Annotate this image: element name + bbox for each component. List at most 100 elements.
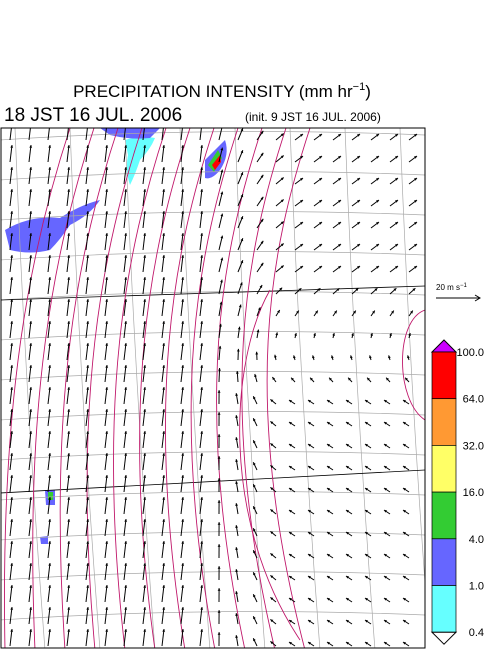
colorbar-segment	[432, 352, 456, 399]
latitude-line	[0, 470, 425, 493]
wind-arrow	[235, 415, 238, 426]
wind-arrow	[409, 266, 417, 272]
wind-arrow	[289, 466, 295, 470]
wind-arrow	[346, 400, 352, 404]
wind-arrow	[105, 519, 108, 536]
wind-arrow-head	[255, 352, 258, 355]
wind-scale-label: 20 m s−1	[436, 283, 468, 292]
wind-arrow	[314, 222, 322, 228]
wind-arrow	[162, 563, 165, 580]
wind-arrow	[29, 343, 32, 360]
wind-arrow	[162, 277, 165, 294]
wind-arrow	[200, 145, 203, 162]
wind-arrow	[67, 541, 70, 558]
wind-arrow	[365, 532, 371, 536]
wind-arrow	[371, 266, 379, 272]
wind-arrow	[333, 311, 337, 316]
wind-arrow	[289, 642, 295, 646]
colorbar: 100.064.032.016.04.01.00.4	[432, 340, 484, 644]
wind-arrow	[253, 440, 257, 448]
wind-arrow	[200, 299, 203, 316]
wind-arrow	[270, 531, 276, 536]
wind-arrow	[162, 475, 165, 492]
wind-arrow	[308, 422, 314, 426]
wind-arrow	[10, 563, 13, 580]
wind-arrow	[327, 422, 333, 426]
wind-arrow	[235, 503, 238, 514]
wind-arrow	[29, 167, 32, 184]
wind-arrow	[105, 321, 108, 338]
wind-arrow	[181, 607, 184, 624]
wind-arrow	[67, 277, 70, 294]
wind-arrow	[181, 343, 184, 360]
wind-arrow	[403, 422, 409, 426]
wind-arrow	[124, 431, 127, 448]
wind-arrow	[253, 418, 257, 426]
colorbar-label: 1.0	[469, 581, 484, 593]
wind-arrow	[346, 642, 352, 646]
wind-arrow	[371, 222, 379, 228]
title: PRECIPITATION INTENSITY (mm hr−1)	[73, 81, 371, 101]
wind-arrow	[86, 299, 89, 316]
wind-arrow	[124, 607, 127, 624]
wind-arrow	[200, 607, 203, 624]
wind-arrow	[235, 525, 238, 536]
wind-arrow	[295, 134, 303, 140]
wind-arrow	[238, 305, 242, 316]
wind-arrow	[235, 569, 238, 580]
wind-arrow	[235, 459, 238, 470]
wind-arrow	[276, 265, 284, 272]
wind-arrow	[331, 355, 334, 360]
parallel	[0, 531, 425, 540]
wind-arrow	[143, 607, 146, 624]
wind-arrow	[181, 365, 184, 382]
wind-arrow	[314, 134, 322, 140]
wind-arrow	[235, 481, 238, 492]
wind-arrow	[48, 321, 51, 338]
wind-arrow	[293, 355, 296, 360]
wind-arrow	[352, 134, 360, 140]
wind-arrow	[162, 233, 165, 250]
wind-arrow	[295, 244, 303, 250]
wind-arrow	[29, 299, 32, 316]
wind-arrow	[275, 332, 278, 338]
wind-arrow	[346, 488, 352, 492]
wind-arrow	[10, 585, 13, 602]
wind-arrow-head	[218, 390, 221, 393]
wind-arrow	[105, 189, 108, 206]
wind-arrow	[86, 365, 89, 382]
wind-arrow	[294, 333, 297, 338]
wind-arrow	[86, 387, 89, 404]
wind-arrow	[105, 453, 108, 470]
wind-arrow	[67, 519, 70, 536]
wind-scale-arrow	[436, 295, 480, 301]
wind-arrow	[346, 576, 352, 580]
wind-arrow	[371, 134, 379, 140]
wind-arrow	[143, 233, 146, 250]
wind-arrow	[48, 475, 51, 492]
wind-arrow	[253, 572, 257, 580]
wind-arrow	[352, 288, 358, 294]
wind-arrow	[29, 497, 32, 514]
wind-arrow	[352, 244, 360, 250]
wind-arrow	[29, 189, 32, 206]
wind-arrow	[218, 588, 221, 602]
wind-arrow	[86, 277, 89, 294]
wind-arrow	[238, 150, 243, 162]
wind-arrow	[346, 620, 352, 624]
wind-arrow	[48, 365, 51, 382]
colorbar-label: 32.0	[463, 440, 484, 452]
wind-arrow	[67, 497, 70, 514]
colorbar-segment	[432, 399, 456, 446]
isobar	[240, 290, 300, 640]
wind-arrow	[346, 444, 352, 448]
wind-arrow	[218, 566, 221, 580]
wind-arrow	[48, 167, 51, 184]
wind-arrow	[181, 145, 184, 162]
wind-arrow	[29, 321, 32, 338]
wind-arrow	[124, 629, 127, 646]
wind-arrow-head	[218, 368, 221, 371]
wind-arrow	[48, 145, 51, 162]
wind-arrow	[218, 500, 221, 514]
